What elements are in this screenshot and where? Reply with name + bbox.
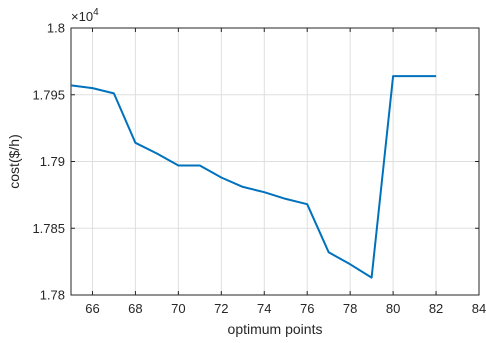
y-tick-label: 1.79	[40, 154, 65, 169]
y-tick-label: 1.78	[40, 288, 65, 303]
y-tick-label: 1.785	[32, 221, 65, 236]
y-axis-exponent: ×104	[71, 7, 99, 24]
x-tick-label: 82	[429, 301, 443, 316]
x-tick-label: 72	[214, 301, 228, 316]
x-tick-label: 70	[171, 301, 185, 316]
x-tick-label: 78	[343, 301, 357, 316]
x-axis-label: optimum points	[228, 321, 323, 337]
y-tick-label: 1.795	[32, 87, 65, 102]
y-axis-ticks: 1.78 1.785 1.79 1.795 1.8	[32, 21, 479, 303]
x-tick-label: 84	[472, 301, 486, 316]
x-axis-ticks: 66 68 70 72 74 76 78 80 82 84	[85, 28, 486, 316]
series-line	[70, 75, 437, 279]
series-group	[70, 75, 437, 279]
x-tick-label: 80	[386, 301, 400, 316]
x-tick-label: 74	[257, 301, 271, 316]
x-tick-label: 68	[128, 301, 142, 316]
y-axis-label: cost($/h)	[6, 134, 22, 188]
y-exponent-power: 4	[93, 7, 99, 18]
x-tick-label: 76	[300, 301, 314, 316]
x-tick-label: 66	[85, 301, 99, 316]
y-tick-label: 1.8	[47, 21, 65, 36]
y-exponent-base: ×10	[71, 9, 93, 24]
